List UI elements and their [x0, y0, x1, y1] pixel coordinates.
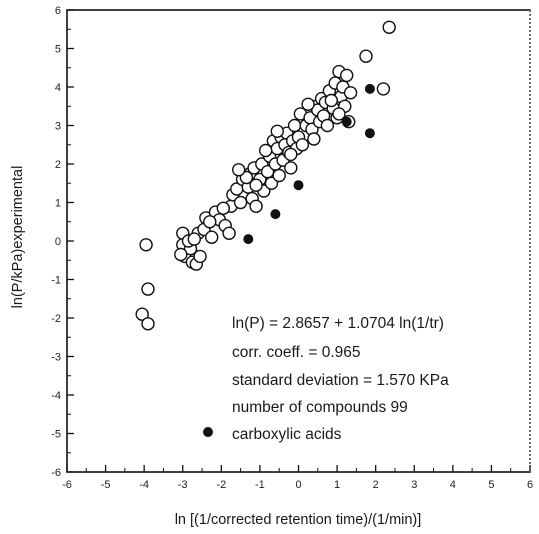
data-point-compound — [139, 238, 153, 252]
y-tick-label: 5 — [55, 44, 61, 56]
data-point-compound — [193, 249, 207, 264]
x-tick-label: 4 — [450, 479, 456, 491]
y-tick-label: 3 — [55, 121, 61, 133]
y-tick-label: 6 — [55, 5, 61, 17]
data-point-compound — [320, 118, 335, 133]
x-tick-label: -1 — [255, 479, 265, 491]
y-tick-label: -3 — [51, 352, 61, 364]
standard-deviation: standard deviation = 1.570 KPa — [232, 372, 449, 389]
data-point-compound — [264, 176, 279, 191]
legend: carboxylic acids — [203, 426, 342, 443]
data-point-compound — [135, 307, 149, 321]
x-axis-title: ln [(1/corrected retention time)/(1/min)… — [175, 512, 422, 528]
legend-marker-filled-circle — [203, 427, 213, 437]
data-point-compound — [270, 124, 284, 139]
data-point-carboxylic-acid — [364, 128, 375, 139]
data-point-compound — [231, 163, 246, 177]
x-tick-label: 5 — [488, 479, 494, 491]
x-tick-label: -5 — [101, 479, 111, 491]
data-point-carboxylic-acid — [243, 234, 254, 245]
legend-label: carboxylic acids — [232, 426, 342, 443]
data-point-compound — [307, 132, 321, 146]
x-tick-label: 0 — [295, 479, 301, 491]
data-point-compound — [249, 199, 263, 214]
data-point-compound — [187, 232, 202, 246]
data-point-compound — [249, 178, 263, 192]
y-tick-label: 0 — [55, 236, 61, 248]
y-tick-label: -4 — [51, 390, 61, 402]
data-point-compound — [222, 226, 236, 241]
data-point-compound — [203, 215, 217, 229]
x-tick-label: 3 — [411, 479, 417, 491]
y-tick-label: -6 — [51, 467, 61, 479]
data-point-compound — [233, 195, 248, 210]
data-point-compound — [376, 82, 391, 96]
x-tick-label: -3 — [178, 479, 188, 491]
y-tick-label: 2 — [55, 159, 61, 171]
data-point-compound — [295, 138, 310, 152]
data-point-compound — [284, 147, 298, 162]
y-axis-title: ln(P/kPa)experimental — [10, 166, 26, 309]
data-point-compound — [272, 168, 286, 183]
x-tick-label: -2 — [216, 479, 226, 491]
x-tick-label: -4 — [139, 479, 149, 491]
data-point-carboxylic-acid — [341, 116, 352, 127]
y-tick-label: 1 — [55, 198, 61, 210]
data-point-carboxylic-acid — [293, 180, 304, 191]
y-tick-label: -2 — [51, 313, 61, 325]
data-point-compound — [287, 118, 302, 133]
data-point-compound — [301, 97, 315, 112]
data-point-compound — [359, 49, 373, 63]
data-point-compound — [343, 86, 358, 100]
data-point-compound — [382, 20, 396, 34]
data-point-compound — [259, 143, 273, 158]
data-point-compound — [284, 161, 298, 175]
x-tick-label: 2 — [373, 479, 379, 491]
x-tick-label: 1 — [334, 479, 340, 491]
data-point-carboxylic-acid — [270, 209, 281, 220]
regression-annotation: ln(P) = 2.8657 + 1.0704 ln(1/tr) corr. c… — [232, 315, 449, 416]
data-point-compound — [260, 164, 275, 179]
compound-count: number of compounds 99 — [232, 399, 408, 416]
regression-equation: ln(P) = 2.8657 + 1.0704 ln(1/tr) — [232, 315, 444, 332]
data-point-compound — [174, 247, 188, 262]
x-tick-label: -6 — [62, 479, 72, 491]
data-point-compound — [332, 107, 346, 121]
y-tick-label: -5 — [51, 429, 61, 441]
y-tick-label: 4 — [55, 82, 61, 94]
data-point-compound — [324, 93, 338, 108]
x-tick-label: 6 — [527, 479, 533, 491]
data-point-compound — [216, 201, 231, 216]
correlation-coefficient: corr. coeff. = 0.965 — [232, 344, 361, 361]
data-point-compound — [141, 282, 155, 296]
data-point-compound — [204, 230, 219, 244]
data-point-compound — [141, 317, 155, 331]
data-point-compound — [340, 68, 354, 83]
y-tick-label: -1 — [51, 275, 61, 287]
data-point-carboxylic-acid — [364, 83, 375, 94]
